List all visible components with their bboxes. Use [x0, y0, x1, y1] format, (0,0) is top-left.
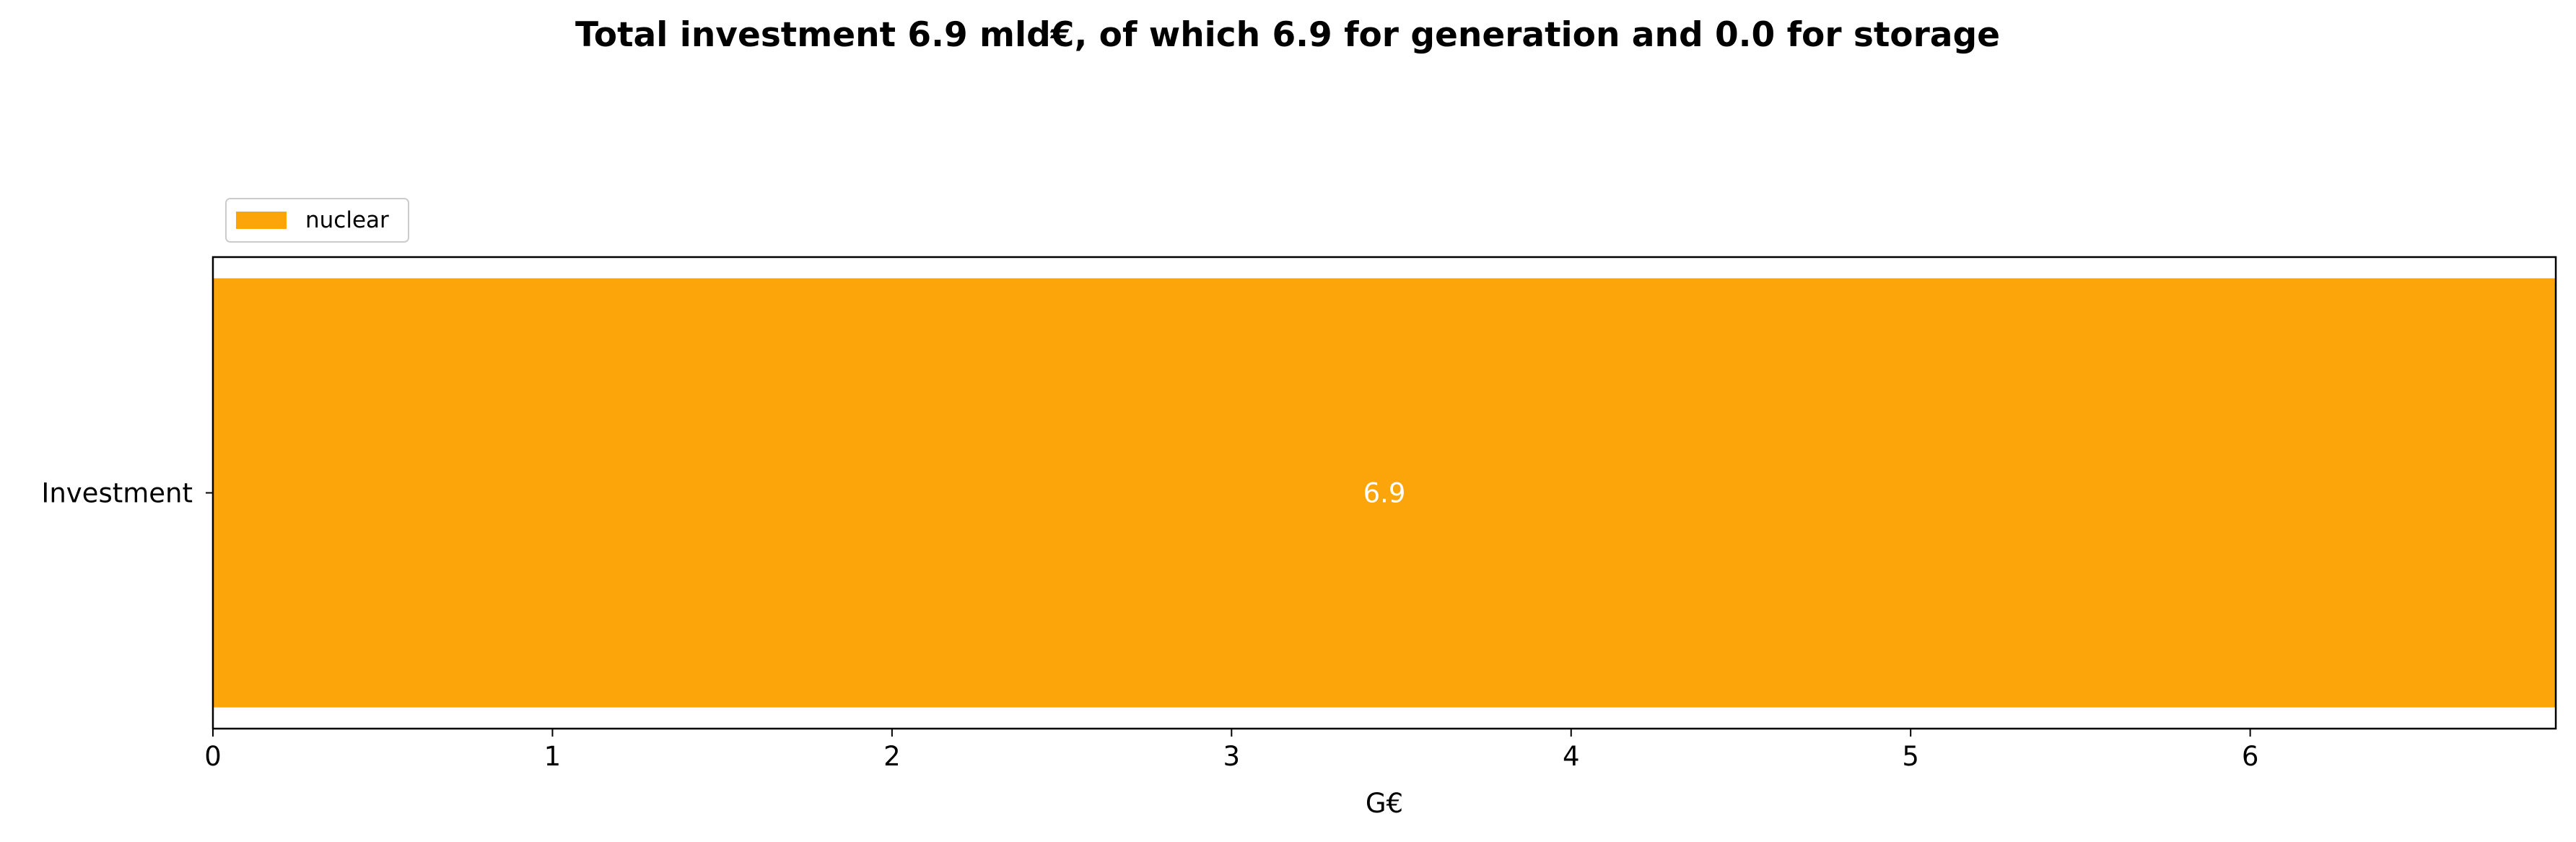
x-tick-label: 1 [544, 741, 562, 772]
x-axis-label: G€ [1366, 788, 1403, 819]
chart-title: Total investment 6.9 mld€, of which 6.9 … [575, 15, 2000, 55]
x-tick-label: 3 [1223, 741, 1241, 772]
plot-frame [211, 256, 2557, 730]
bar-nuclear-investment [213, 278, 2556, 708]
x-tick-label: 2 [883, 741, 901, 772]
legend-box [225, 198, 409, 243]
y-tick-label: Investment [41, 478, 193, 509]
legend-swatch-nuclear [236, 212, 287, 229]
plot-area: 6.9 Investment 0 1 2 3 4 5 6 [41, 256, 2557, 772]
legend-label-nuclear: nuclear [305, 207, 389, 233]
legend: nuclear [225, 198, 409, 243]
x-tick-label: 4 [1563, 741, 1580, 772]
x-tick-label: 0 [204, 741, 222, 772]
x-tick-label: 6 [2242, 741, 2259, 772]
bar-value-label: 6.9 [1363, 478, 1406, 509]
x-tick-label: 5 [1902, 741, 1919, 772]
